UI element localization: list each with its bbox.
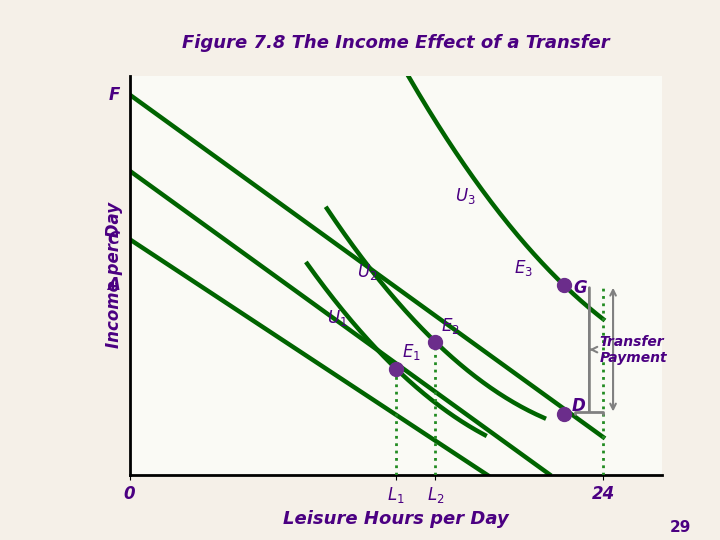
X-axis label: Leisure Hours per Day: Leisure Hours per Day: [283, 510, 509, 529]
Text: $E_2$: $E_2$: [441, 315, 460, 335]
Text: $U_1$: $U_1$: [327, 308, 348, 328]
Text: C: C: [107, 230, 120, 248]
Text: Transfer
Payment: Transfer Payment: [599, 334, 667, 364]
Text: $E_3$: $E_3$: [514, 259, 534, 279]
Text: $U_2$: $U_2$: [356, 262, 377, 282]
Text: G: G: [574, 279, 588, 296]
Y-axis label: Income per Day: Income per Day: [104, 202, 122, 348]
Text: A: A: [107, 276, 120, 294]
Text: F: F: [108, 86, 120, 104]
Text: Figure 7.8 The Income Effect of a Transfer: Figure 7.8 The Income Effect of a Transf…: [182, 34, 610, 52]
Text: $U_3$: $U_3$: [455, 186, 476, 206]
Text: 29: 29: [670, 519, 691, 535]
Text: D: D: [572, 396, 585, 415]
Text: $E_1$: $E_1$: [402, 342, 420, 362]
